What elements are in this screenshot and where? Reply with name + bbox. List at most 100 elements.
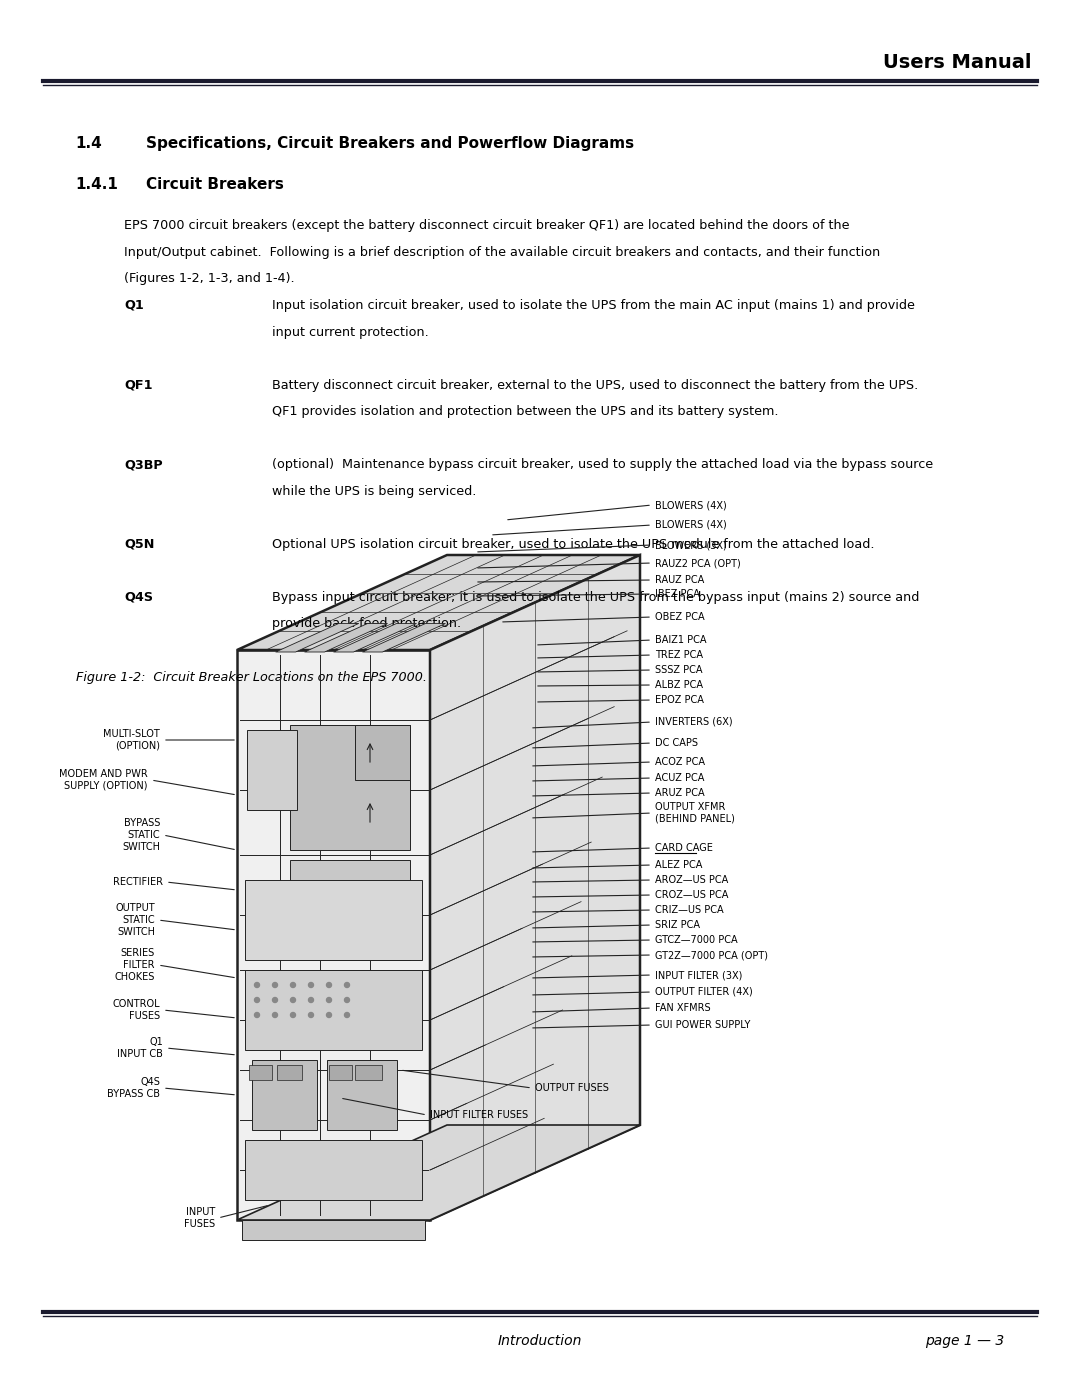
Circle shape xyxy=(255,1013,259,1017)
Text: ACUZ PCA: ACUZ PCA xyxy=(654,773,704,782)
Text: Introduction: Introduction xyxy=(498,1334,582,1348)
Text: Q5N: Q5N xyxy=(124,538,154,550)
Polygon shape xyxy=(245,970,422,1051)
Text: IBEZ PCA: IBEZ PCA xyxy=(654,590,700,599)
Text: ALBZ PCA: ALBZ PCA xyxy=(654,680,703,690)
Text: Optional UPS isolation circuit breaker, used to isolate the UPS module from the : Optional UPS isolation circuit breaker, … xyxy=(272,538,875,550)
Polygon shape xyxy=(245,1140,422,1200)
Polygon shape xyxy=(237,650,430,1220)
Text: SERIES
FILTER
CHOKES: SERIES FILTER CHOKES xyxy=(114,949,156,982)
Circle shape xyxy=(255,997,259,1003)
Circle shape xyxy=(309,982,313,988)
Text: 1.4.1: 1.4.1 xyxy=(76,177,119,193)
Text: BLOWERS (3X): BLOWERS (3X) xyxy=(654,541,727,550)
Text: FAN XFMRS: FAN XFMRS xyxy=(654,1003,711,1013)
Text: MULTI-SLOT
(OPTION): MULTI-SLOT (OPTION) xyxy=(104,729,160,750)
Text: BYPASS
STATIC
SWITCH: BYPASS STATIC SWITCH xyxy=(122,819,160,852)
Text: Input/Output cabinet.  Following is a brief description of the available circuit: Input/Output cabinet. Following is a bri… xyxy=(124,246,880,258)
Polygon shape xyxy=(363,623,445,652)
Text: Bypass input circuit breaker; it is used to isolate the UPS from the bypass inpu: Bypass input circuit breaker; it is used… xyxy=(272,591,919,604)
Text: BLOWERS (4X): BLOWERS (4X) xyxy=(654,520,727,529)
Text: CONTROL
FUSES: CONTROL FUSES xyxy=(112,999,160,1021)
Text: INPUT
FUSES: INPUT FUSES xyxy=(184,1207,215,1229)
Text: Figure 1-2:  Circuit Breaker Locations on the EPS 7000.: Figure 1-2: Circuit Breaker Locations on… xyxy=(76,671,427,683)
Circle shape xyxy=(272,982,278,988)
Text: ALEZ PCA: ALEZ PCA xyxy=(654,861,702,870)
Text: SRIZ PCA: SRIZ PCA xyxy=(654,921,700,930)
Text: Q1: Q1 xyxy=(124,299,144,312)
Text: AROZ—US PCA: AROZ—US PCA xyxy=(654,875,728,886)
Polygon shape xyxy=(291,861,410,960)
Text: TREZ PCA: TREZ PCA xyxy=(654,650,703,659)
Text: Q1
INPUT CB: Q1 INPUT CB xyxy=(117,1037,163,1059)
Text: OUTPUT XFMR
(BEHIND PANEL): OUTPUT XFMR (BEHIND PANEL) xyxy=(654,802,734,824)
Text: Input isolation circuit breaker, used to isolate the UPS from the main AC input : Input isolation circuit breaker, used to… xyxy=(272,299,915,312)
Polygon shape xyxy=(355,725,410,780)
Circle shape xyxy=(272,1013,278,1017)
Text: (Figures 1-2, 1-3, and 1-4).: (Figures 1-2, 1-3, and 1-4). xyxy=(124,272,295,285)
Polygon shape xyxy=(252,1060,318,1130)
Text: ARUZ PCA: ARUZ PCA xyxy=(654,788,704,798)
Text: Q3BP: Q3BP xyxy=(124,458,163,471)
Text: OBEZ PCA: OBEZ PCA xyxy=(654,612,704,622)
Text: RAUZ PCA: RAUZ PCA xyxy=(654,576,704,585)
Text: Q4S: Q4S xyxy=(124,591,153,604)
Circle shape xyxy=(326,997,332,1003)
Text: Circuit Breakers: Circuit Breakers xyxy=(146,177,284,193)
Circle shape xyxy=(291,1013,296,1017)
Circle shape xyxy=(326,982,332,988)
Polygon shape xyxy=(305,623,388,652)
Text: SSSZ PCA: SSSZ PCA xyxy=(654,665,702,675)
Text: provide back-feed protection.: provide back-feed protection. xyxy=(272,617,461,630)
Text: ACOZ PCA: ACOZ PCA xyxy=(654,757,705,767)
Text: OUTPUT
STATIC
SWITCH: OUTPUT STATIC SWITCH xyxy=(116,904,156,936)
Circle shape xyxy=(291,997,296,1003)
Polygon shape xyxy=(291,725,410,849)
Text: while the UPS is being serviced.: while the UPS is being serviced. xyxy=(272,485,476,497)
Circle shape xyxy=(345,1013,350,1017)
Polygon shape xyxy=(247,731,297,810)
Text: GTCZ—7000 PCA: GTCZ—7000 PCA xyxy=(654,935,738,944)
Text: CROZ—US PCA: CROZ—US PCA xyxy=(654,890,728,900)
Text: OUTPUT FILTER (4X): OUTPUT FILTER (4X) xyxy=(654,988,753,997)
Text: RECTIFIER: RECTIFIER xyxy=(113,877,163,887)
Text: INPUT FILTER (3X): INPUT FILTER (3X) xyxy=(654,970,742,981)
Text: CARD CAGE: CARD CAGE xyxy=(654,842,713,854)
Text: BLOWERS (4X): BLOWERS (4X) xyxy=(654,500,727,510)
Text: RAUZ2 PCA (OPT): RAUZ2 PCA (OPT) xyxy=(654,557,741,569)
Polygon shape xyxy=(242,1220,426,1241)
Polygon shape xyxy=(355,1065,382,1080)
Text: MODEM AND PWR
SUPPLY (OPTION): MODEM AND PWR SUPPLY (OPTION) xyxy=(59,770,148,791)
Polygon shape xyxy=(329,1065,352,1080)
Text: BAIZ1 PCA: BAIZ1 PCA xyxy=(654,636,706,645)
Circle shape xyxy=(255,982,259,988)
Text: page 1 — 3: page 1 — 3 xyxy=(926,1334,1004,1348)
Circle shape xyxy=(272,997,278,1003)
Text: GT2Z—7000 PCA (OPT): GT2Z—7000 PCA (OPT) xyxy=(654,950,768,960)
Text: Battery disconnect circuit breaker, external to the UPS, used to disconnect the : Battery disconnect circuit breaker, exte… xyxy=(272,379,918,391)
Circle shape xyxy=(345,982,350,988)
Polygon shape xyxy=(237,1125,640,1220)
Circle shape xyxy=(291,982,296,988)
Polygon shape xyxy=(334,623,417,652)
Circle shape xyxy=(309,997,313,1003)
Text: QF1 provides isolation and protection between the UPS and its battery system.: QF1 provides isolation and protection be… xyxy=(272,405,779,418)
Polygon shape xyxy=(430,555,640,1220)
Text: EPS 7000 circuit breakers (except the battery disconnect circuit breaker QF1) ar: EPS 7000 circuit breakers (except the ba… xyxy=(124,219,850,232)
Text: DC CAPS: DC CAPS xyxy=(654,738,698,747)
Polygon shape xyxy=(237,555,640,650)
Text: (optional)  Maintenance bypass circuit breaker, used to supply the attached load: (optional) Maintenance bypass circuit br… xyxy=(272,458,933,471)
Text: OUTPUT FUSES: OUTPUT FUSES xyxy=(535,1083,609,1092)
Circle shape xyxy=(326,1013,332,1017)
Polygon shape xyxy=(249,1065,272,1080)
Polygon shape xyxy=(245,880,422,960)
Text: 1.4: 1.4 xyxy=(76,136,103,151)
Text: GUI POWER SUPPLY: GUI POWER SUPPLY xyxy=(654,1020,751,1030)
Text: INVERTERS (6X): INVERTERS (6X) xyxy=(654,717,732,726)
Text: EPOZ PCA: EPOZ PCA xyxy=(654,694,704,705)
Text: Specifications, Circuit Breakers and Powerflow Diagrams: Specifications, Circuit Breakers and Pow… xyxy=(146,136,634,151)
Text: Q4S
BYPASS CB: Q4S BYPASS CB xyxy=(107,1077,160,1099)
Text: CRIZ—US PCA: CRIZ—US PCA xyxy=(654,905,724,915)
Text: input current protection.: input current protection. xyxy=(272,326,429,338)
Text: QF1: QF1 xyxy=(124,379,152,391)
